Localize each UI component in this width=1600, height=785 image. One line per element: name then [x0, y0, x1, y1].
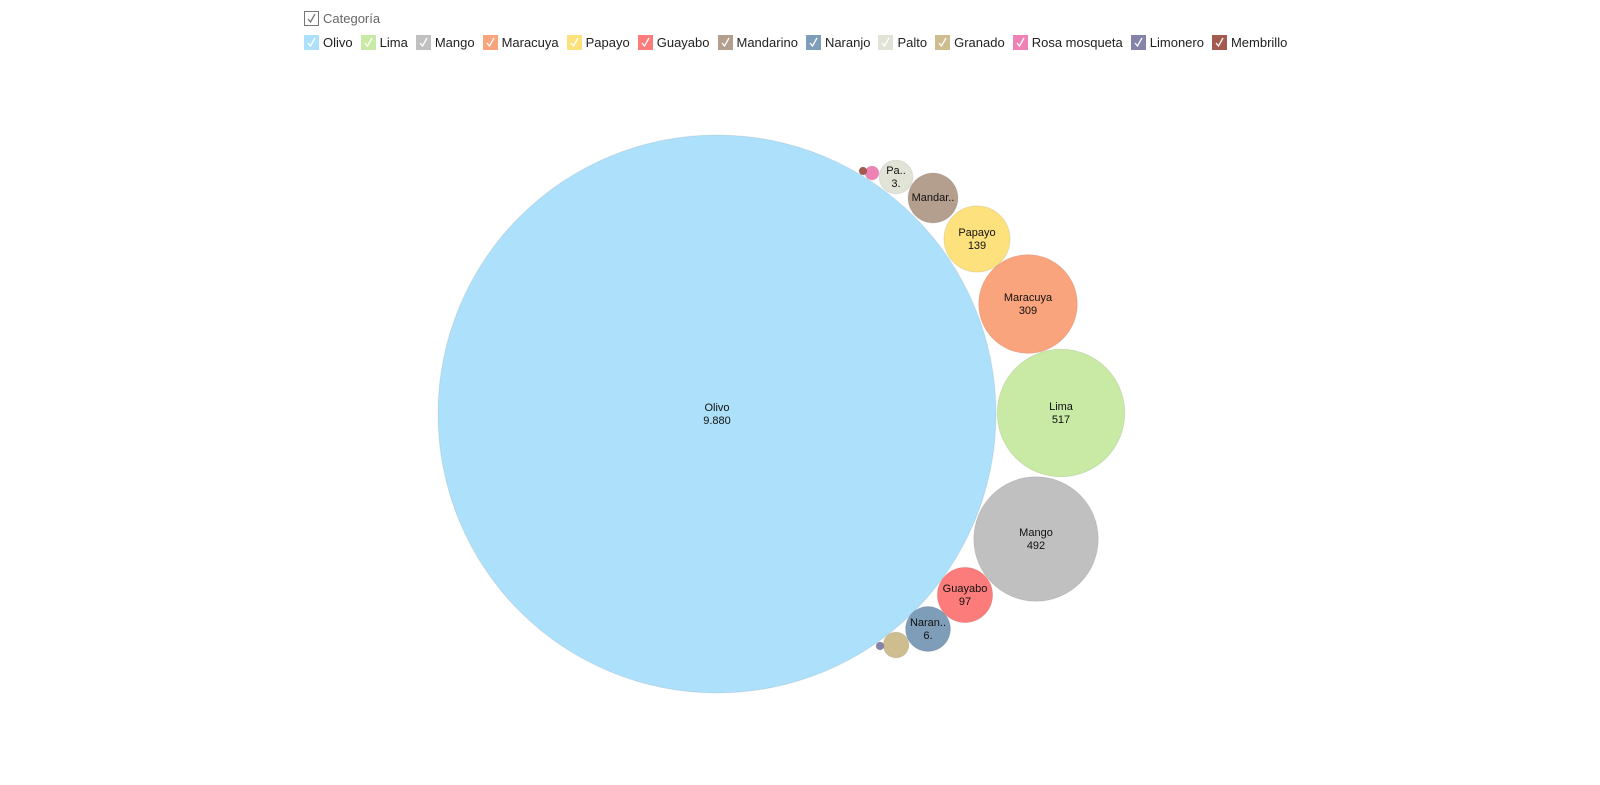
bubble — [905, 606, 951, 652]
bubble-label: Maracuya — [1004, 292, 1053, 304]
bubble-value: 3. — [891, 178, 900, 190]
bubble — [943, 205, 1011, 273]
legend-label: Lima — [379, 35, 408, 50]
legend-swatch — [1130, 35, 1146, 50]
legend-item[interactable]: Palto — [878, 35, 927, 50]
legend-item[interactable]: Papayo — [566, 35, 630, 50]
legend-label: Palto — [897, 35, 928, 50]
check — [1016, 37, 1025, 48]
bubble-label: Pa.. — [886, 165, 906, 177]
legend-swatch — [304, 35, 319, 50]
check — [486, 37, 495, 48]
legend-swatch — [637, 35, 653, 50]
bubble — [996, 348, 1126, 478]
legend-item[interactable]: Mandarino — [717, 35, 798, 50]
bubble-label: Lima — [1049, 401, 1074, 413]
bubble — [858, 166, 868, 176]
check — [364, 37, 373, 48]
legend-item[interactable]: Naranjo — [805, 35, 871, 50]
legend-item[interactable]: Mango — [415, 35, 475, 50]
bubble-label: Naran.. — [910, 617, 946, 629]
legend-label: Rosa mosqueta — [1031, 35, 1123, 50]
legend-title-text: Categoría — [323, 11, 381, 26]
legend-label: Olivo — [323, 35, 353, 50]
check — [641, 37, 650, 48]
legend-item[interactable]: Guayabo — [637, 35, 710, 50]
bubble — [878, 159, 914, 195]
legend-swatch — [717, 35, 733, 50]
legend: Olivo Lima Mango Maracuya Papayo Guayabo Manda… — [304, 35, 1287, 50]
bubble-label: Olivo — [704, 402, 729, 414]
bubble-value: 492 — [1027, 540, 1045, 552]
legend-label: Maracuya — [501, 35, 559, 50]
legend-label: Naranjo — [824, 35, 871, 50]
legend-item[interactable]: Granado — [935, 35, 1005, 50]
bubble-value: 309 — [1019, 305, 1037, 317]
check — [307, 37, 316, 48]
legend-label: Granado — [954, 35, 1005, 50]
legend-swatch — [1211, 35, 1227, 50]
legend-swatch — [482, 35, 498, 50]
legend-label: Membrillo — [1230, 35, 1288, 50]
check — [938, 37, 947, 48]
bubble — [882, 631, 910, 659]
bubble-label: Mandar.. — [912, 192, 955, 204]
legend-swatch — [360, 35, 376, 50]
check — [881, 37, 891, 48]
bubble-label: Guayabo — [943, 583, 988, 595]
check — [570, 37, 579, 48]
legend-swatch — [415, 35, 431, 50]
legend-swatch — [805, 35, 821, 50]
check — [721, 37, 730, 48]
bubble-value: 517 — [1052, 414, 1070, 426]
bubble — [936, 566, 994, 624]
bubble-value: 6. — [923, 630, 932, 642]
check — [1215, 37, 1224, 48]
bubble — [907, 172, 959, 224]
checkbox[interactable] — [304, 11, 319, 26]
legend-item[interactable]: Lima — [360, 35, 408, 50]
legend-label: Guayabo — [656, 35, 710, 50]
legend-item[interactable]: Membrillo — [1211, 35, 1288, 50]
bubble — [973, 476, 1099, 602]
check — [1134, 37, 1143, 48]
legend-label: Papayo — [585, 35, 630, 50]
legend-label: Limonero — [1149, 35, 1204, 50]
legend-title[interactable]: Categoría — [304, 11, 380, 26]
legend-label: Mango — [434, 35, 475, 50]
bubble-value: 97 — [959, 596, 971, 608]
legend-item[interactable]: Limonero — [1130, 35, 1204, 50]
bubble — [864, 165, 880, 181]
bubble-value: 9.880 — [703, 415, 731, 427]
check — [419, 37, 428, 48]
legend-item[interactable]: Maracuya — [482, 35, 559, 50]
legend-swatch — [878, 35, 894, 50]
bubble — [978, 254, 1078, 354]
legend-swatch — [1012, 35, 1028, 50]
check — [809, 37, 818, 48]
legend-item[interactable]: Rosa mosqueta — [1012, 35, 1123, 50]
bubble-value: 139 — [968, 240, 986, 252]
legend-label: Mandarino — [736, 35, 798, 50]
bubble — [437, 134, 997, 694]
bubble — [875, 641, 885, 651]
legend-swatch — [935, 35, 951, 50]
legend-swatch — [566, 35, 582, 50]
bubble-label: Papayo — [958, 227, 995, 239]
bubble-label: Mango — [1019, 527, 1053, 539]
legend-item[interactable]: Olivo — [304, 35, 353, 50]
